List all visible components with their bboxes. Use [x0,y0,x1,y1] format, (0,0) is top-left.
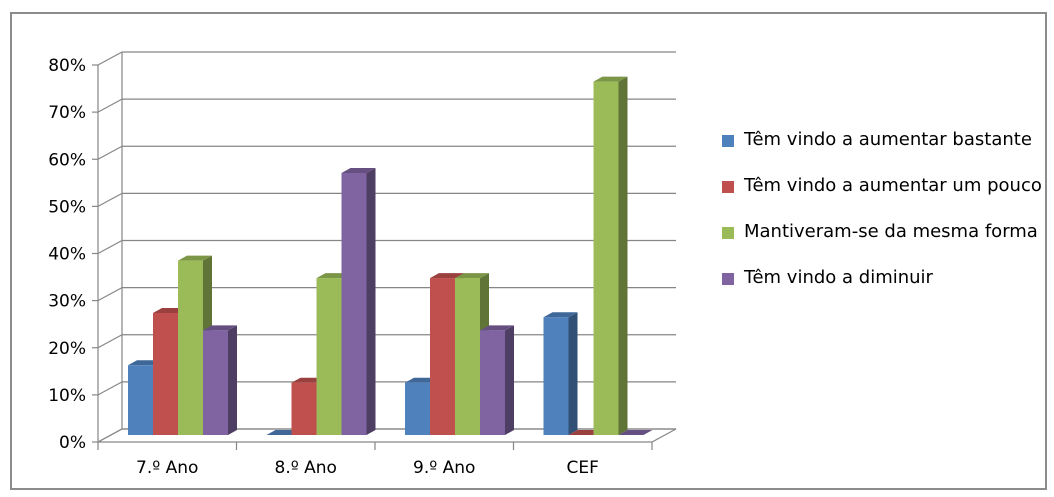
bar [153,312,178,435]
legend-item: Têm vindo a diminuir [722,266,1047,290]
bar [480,330,505,435]
chart-legend: Têm vindo a aumentar bastante Têm vindo … [722,128,1047,312]
bar-top [430,273,464,279]
bar-side [618,76,628,435]
bar-top [341,167,376,173]
x-tick-label: CEF [567,458,599,478]
legend-swatch [722,227,734,239]
gridline-depth [97,381,123,396]
y-tick-label: 0% [59,433,86,453]
bar [593,81,619,435]
gridline-depth [97,239,123,255]
y-tick-label: 10% [48,386,86,406]
y-tick-label: 30% [48,292,86,312]
x-tick-label: 7.º Ano [136,458,198,478]
bar [430,278,455,435]
y-tick-label: 40% [48,245,86,265]
gridline-depth [97,192,123,207]
gridline-depth [97,334,123,349]
bar-top [593,76,628,82]
y-tick-label: 50% [48,197,86,217]
gridline-depth [97,51,123,66]
bar [178,260,203,435]
legend-label: Têm vindo a diminuir [744,267,933,288]
x-tick-label: 8.º Ano [275,458,337,478]
legend-item: Mantiveram-se da mesma forma [722,220,1047,244]
y-tick-label: 20% [48,339,86,359]
y-tick-label: 80% [48,56,86,76]
bar-side [505,325,514,435]
bar [291,382,317,435]
floor [97,428,677,443]
legend-label: Têm vindo a aumentar um pouco [744,175,1042,196]
gridline-depth [97,145,123,160]
legend-label: Têm vindo a aumentar bastante [744,129,1032,150]
bar [455,278,480,435]
legend-swatch [722,135,734,147]
bar [341,172,367,436]
bar [128,365,153,435]
bar [203,330,228,435]
bar [316,278,342,435]
legend-label: Mantiveram-se da mesma forma [744,221,1038,242]
bar-top [480,325,514,331]
bar-top [455,273,489,279]
legend-swatch [722,273,734,285]
bar-top [543,312,578,318]
bar-top [178,255,212,261]
bar-top [618,430,653,435]
y-tick-label: 70% [48,103,86,123]
gridline-depth [97,287,123,302]
bar-side [366,167,376,436]
x-tick-label: 9.º Ano [413,458,475,478]
gridline-depth [97,98,123,113]
bar [543,317,569,435]
bar [405,382,430,435]
bar-top [203,325,237,331]
legend-swatch [722,181,734,193]
legend-item: Têm vindo a aumentar bastante [722,128,1047,152]
legend-item: Têm vindo a aumentar um pouco [722,174,1047,198]
y-tick-label: 60% [48,150,86,170]
bar-side [568,312,578,435]
bar-side [228,325,237,435]
